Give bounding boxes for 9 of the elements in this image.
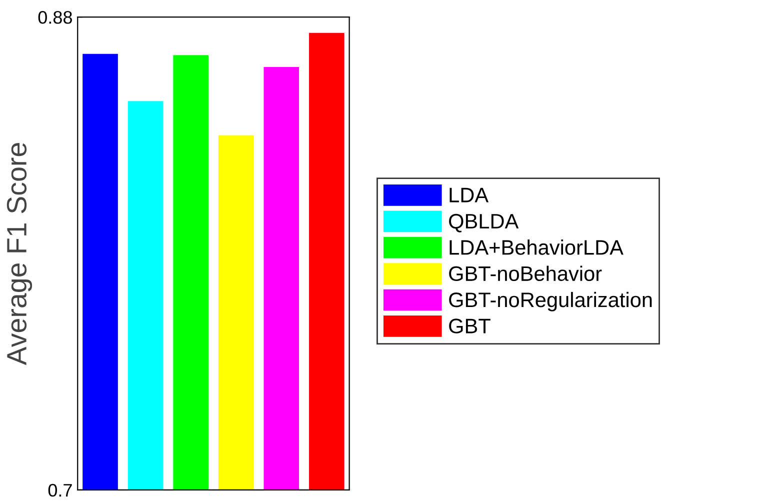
legend-label: QBLDA [449, 214, 519, 232]
legend-label: LDA+BehaviorLDA [450, 240, 624, 255]
legend-label: GBT-noBehavior [449, 266, 602, 282]
y-tick-label: 0.7 [48, 484, 72, 497]
y-axis-title: Average F1 Score [6, 143, 32, 366]
legend-label: GBT-noRegularization [449, 292, 652, 312]
y-tick-label: 0.88 [38, 11, 72, 24]
legend-label: LDA [450, 188, 489, 202]
legend-label: GBT [449, 318, 490, 334]
